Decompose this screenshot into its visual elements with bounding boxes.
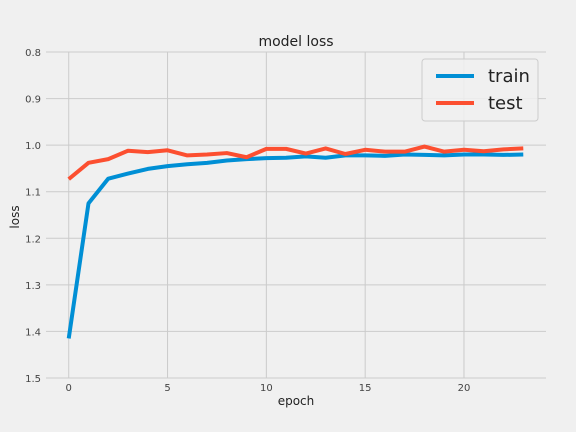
- x-tick-label: 15: [359, 383, 372, 394]
- grid: [46, 51, 546, 379]
- y-tick-label: 1.2: [25, 234, 41, 245]
- legend-label-train: train: [488, 66, 530, 87]
- tick-labels: 0.8 0.9 1.0 1.1 1.2 1.3 1.4 1.5 0 5 10 15 20: [25, 48, 470, 394]
- legend-label-test: test: [488, 93, 523, 114]
- x-tick-label: 0: [66, 383, 72, 394]
- y-tick-label: 1.3: [25, 281, 41, 292]
- x-axis-title: epoch: [278, 394, 315, 408]
- series-lines: [66, 144, 524, 339]
- y-tick-label: 1.4: [25, 327, 41, 338]
- x-tick-label: 10: [260, 383, 273, 394]
- chart-title: model loss: [258, 34, 333, 50]
- legend: train test: [421, 58, 539, 122]
- x-tick-label: 5: [164, 383, 170, 394]
- y-tick-label: 1.1: [25, 188, 41, 199]
- y-tick-label: 1.0: [25, 141, 41, 152]
- y-tick-label: 0.9: [25, 95, 41, 106]
- y-tick-label: 1.5: [25, 374, 41, 385]
- series-line-test: [67, 144, 524, 181]
- y-tick-label: 0.8: [25, 48, 41, 59]
- series-line-train: [66, 152, 524, 339]
- x-tick-label: 20: [458, 383, 471, 394]
- y-axis-title: loss: [8, 205, 22, 228]
